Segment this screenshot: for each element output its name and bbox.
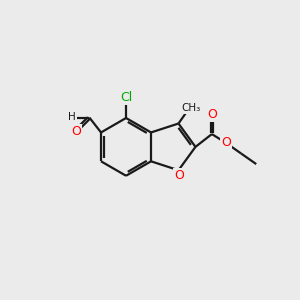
Text: O: O — [221, 136, 231, 149]
Text: O: O — [71, 125, 81, 138]
Text: H: H — [68, 112, 76, 122]
Text: O: O — [174, 169, 184, 182]
Text: CH₃: CH₃ — [181, 103, 201, 113]
Text: Cl: Cl — [120, 92, 132, 104]
Text: O: O — [207, 108, 217, 122]
